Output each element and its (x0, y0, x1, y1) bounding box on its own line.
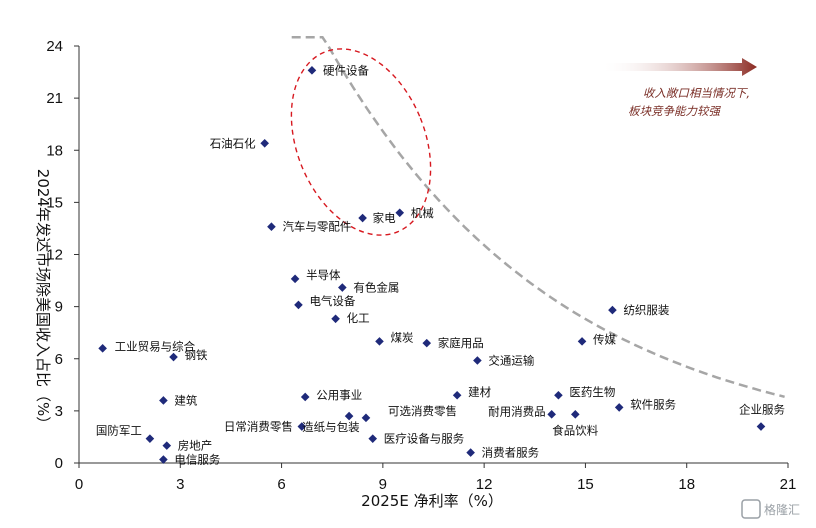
y-tick-label: 6 (55, 351, 63, 368)
point-label: 医药生物 (569, 385, 615, 399)
point-label: 建筑 (174, 393, 197, 407)
point-marker (159, 455, 168, 464)
point-marker (473, 356, 482, 365)
point-label: 家电 (373, 211, 396, 225)
point-marker (344, 411, 354, 421)
point-label: 传媒 (593, 332, 616, 346)
point-label: 硬件设备 (323, 63, 369, 77)
point-label: 工业贸易与综合 (115, 339, 196, 353)
point-marker (290, 274, 300, 284)
point-marker (358, 213, 367, 223)
point-marker (145, 434, 155, 443)
highlight-ellipse (290, 48, 432, 236)
point-marker (162, 441, 172, 450)
point-label: 企业服务 (739, 403, 785, 417)
point-label: 造纸与包装 (302, 420, 360, 434)
x-tick-label: 0 (75, 476, 83, 493)
x-tick-label: 21 (780, 476, 797, 493)
point-label: 公用事业 (316, 388, 362, 402)
arrow-right-icon (600, 58, 757, 76)
point-marker (169, 352, 178, 362)
x-tick-label: 12 (476, 476, 493, 493)
x-tick-label: 9 (379, 476, 387, 493)
point-label: 耐用消费品 (488, 404, 546, 418)
point-marker (331, 314, 340, 324)
point-label: 医疗设备与服务 (384, 432, 465, 446)
point-marker (614, 403, 624, 412)
point-marker (307, 66, 317, 75)
point-label: 电信服务 (174, 453, 220, 467)
point-marker (267, 222, 276, 231)
y-tick-label: 0 (55, 455, 63, 472)
point-marker (368, 434, 378, 443)
watermark-text: 格隆汇 (764, 502, 800, 517)
x-tick-label: 6 (277, 476, 285, 493)
point-marker (375, 337, 384, 346)
point-marker (98, 344, 107, 353)
point-marker (422, 338, 432, 348)
x-axis-title: 2025E 净利率（%） (361, 492, 503, 510)
point-label: 国防军工 (96, 424, 142, 438)
point-label: 电气设备 (309, 294, 355, 308)
point-marker (756, 422, 766, 431)
point-marker (361, 413, 371, 423)
data-points (98, 66, 766, 464)
x-tick-label: 15 (577, 476, 594, 493)
point-label: 交通运输 (488, 353, 534, 367)
point-label: 有色金属 (353, 281, 399, 295)
point-marker (571, 410, 580, 419)
trend-line (291, 36, 785, 399)
point-label: 消费者服务 (482, 446, 540, 460)
watermark-logo-icon (741, 499, 761, 519)
point-marker (297, 422, 307, 431)
point-marker (608, 305, 617, 315)
point-marker (260, 139, 269, 148)
point-label: 房地产 (178, 439, 213, 453)
point-label: 机械 (411, 206, 434, 220)
point-label: 建材 (468, 385, 491, 399)
annotation-arrow (600, 58, 757, 76)
point-marker (294, 300, 303, 310)
point-label: 日常消费零售 (224, 420, 293, 434)
point-label: 钢铁 (185, 348, 208, 362)
y-tick-label: 24 (46, 38, 63, 55)
point-label: 食品饮料 (552, 423, 598, 437)
y-tick-label: 18 (46, 142, 63, 159)
y-tick-label: 12 (46, 247, 63, 264)
point-label: 化工 (347, 311, 370, 325)
watermark: 格隆汇 (741, 499, 800, 519)
y-tick-label: 15 (46, 194, 63, 211)
annotation-line-1: 收入敞口相当情况下, (643, 86, 750, 100)
y-tick-label: 3 (55, 403, 63, 420)
y-axis-title: 2024年发达市场除美国收入占比（%） (34, 169, 52, 431)
y-tick-label: 21 (46, 90, 63, 107)
point-marker (159, 396, 168, 405)
trend-curve (291, 36, 785, 399)
x-tick-label: 18 (678, 476, 695, 493)
highlight-ellipse-shape (290, 48, 432, 236)
point-label: 可选消费零售 (388, 404, 457, 418)
x-tick-label: 3 (176, 476, 184, 493)
point-label: 半导体 (306, 268, 341, 282)
point-label: 汽车与零配件 (282, 220, 351, 234)
point-marker (452, 390, 462, 400)
point-marker (577, 337, 587, 346)
point-marker (338, 283, 347, 292)
point-marker (547, 410, 556, 419)
annotation-line-2: 板块竞争能力较强 (628, 104, 721, 118)
point-marker (395, 208, 405, 218)
point-label: 软件服务 (630, 397, 676, 411)
tick-labels: 0 3 6 9 12 15 18 21 0 3 6 9 12 15 18 21 24 (46, 38, 796, 493)
point-marker (554, 390, 563, 400)
point-label: 家庭用品 (438, 336, 484, 350)
point-label: 纺织服装 (623, 303, 669, 317)
point-marker (300, 392, 310, 402)
point-label: 煤炭 (390, 330, 413, 344)
point-marker (466, 448, 475, 457)
y-tick-label: 9 (55, 299, 63, 316)
point-label: 石油石化 (210, 136, 256, 150)
